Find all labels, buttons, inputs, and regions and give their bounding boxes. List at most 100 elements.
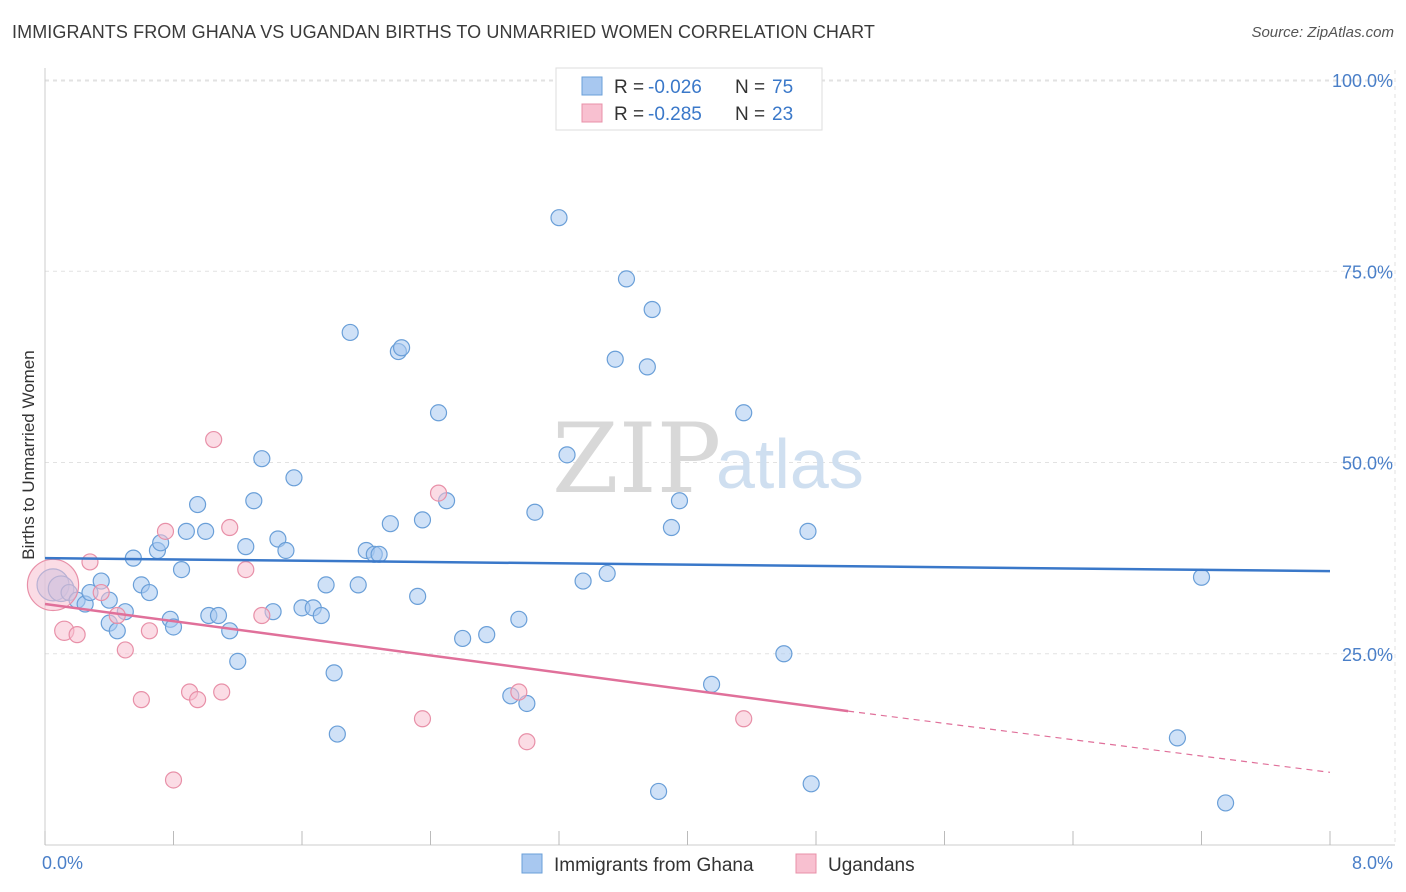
legend-n-value-ugandans: 23 — [772, 104, 793, 125]
point-ghana — [188, 495, 207, 514]
legend-swatch-ugandans — [581, 103, 603, 123]
point-ghana — [526, 503, 544, 521]
legend-n-value-ghana: 75 — [772, 77, 793, 98]
point-ugandans — [81, 553, 99, 571]
point-ugandans — [132, 691, 150, 709]
point-ugandans — [92, 583, 110, 602]
point-ugandans — [213, 683, 231, 701]
point-ghana — [381, 515, 399, 533]
point-ghana — [177, 522, 195, 540]
point-ghana — [670, 492, 689, 510]
point-ugandans — [735, 710, 753, 728]
point-ghana — [221, 622, 239, 640]
point-ugandans — [253, 606, 271, 625]
point-ghana — [409, 587, 427, 605]
axes — [44, 68, 1395, 846]
point-ugandans — [518, 733, 536, 751]
legend-r-label-ghana: R = — [614, 77, 644, 98]
bottom-legend-swatch-ugandans — [795, 853, 817, 874]
point-ghana — [108, 622, 126, 640]
y-axis-label: Births to Unmarried Women — [19, 350, 38, 559]
point-ghana — [237, 538, 255, 556]
legend-r-value-ghana: -0.026 — [648, 77, 702, 98]
chart-title: IMMIGRANTS FROM GHANA VS UGANDAN BIRTHS … — [12, 22, 876, 42]
point-ugandans — [205, 430, 223, 449]
x-tick-label: 0.0% — [42, 853, 83, 873]
point-ghana — [550, 209, 568, 227]
point-ugandans — [68, 626, 86, 644]
point-ghana — [197, 522, 215, 540]
point-ghana — [140, 583, 159, 602]
point-ghana — [172, 560, 191, 579]
point-ghana — [229, 652, 247, 671]
point-ugandans — [188, 691, 207, 709]
point-ghana — [799, 522, 817, 540]
series-legend: Immigrants from Ghana Ugandans — [521, 853, 915, 876]
bottom-legend-label-ghana: Immigrants from Ghana — [554, 855, 754, 876]
point-ghana — [558, 446, 576, 464]
point-ugandans — [429, 484, 448, 502]
legend-n-label-ghana: N = — [735, 77, 765, 98]
watermark: ZIP atlas — [552, 403, 864, 515]
legend-n-label-ugandans: N = — [735, 104, 765, 125]
point-ugandans — [221, 518, 239, 537]
point-ghana — [735, 404, 753, 422]
point-ugandans — [156, 522, 175, 540]
point-ghana — [312, 606, 330, 625]
trend-line-ghana — [44, 556, 1331, 573]
point-ghana — [413, 511, 432, 529]
y-tick-label: 100.0% — [1332, 71, 1393, 91]
point-ghana — [702, 675, 721, 693]
point-ghana — [164, 618, 183, 636]
point-ghana — [574, 572, 592, 590]
point-ugandans — [26, 558, 80, 612]
point-ugandans — [510, 683, 528, 701]
point-ghana — [649, 782, 668, 801]
point-ugandans — [140, 622, 159, 640]
point-ugandans — [237, 560, 255, 579]
x-tick-labels: 0.0% 8.0% — [42, 853, 1393, 873]
data-points — [26, 209, 1235, 812]
watermark-zip: ZIP — [552, 403, 721, 515]
point-ghana — [429, 404, 448, 422]
point-ugandans — [116, 641, 134, 659]
source-label: Source: ZipAtlas.com — [1251, 24, 1394, 41]
point-ghana — [775, 645, 793, 663]
point-ghana — [285, 469, 303, 487]
point-ghana — [617, 270, 636, 288]
point-ghana — [598, 564, 616, 583]
trend-line-ugandans-extension — [848, 710, 1331, 773]
point-ghana — [349, 576, 367, 594]
point-ghana — [253, 450, 271, 468]
point-ugandans — [413, 710, 432, 728]
point-ghana — [328, 725, 346, 743]
point-ghana — [317, 576, 335, 594]
point-ghana — [392, 339, 411, 357]
point-ghana — [802, 775, 820, 793]
y-tick-label: 25.0% — [1342, 645, 1393, 665]
point-ghana — [510, 610, 528, 628]
point-ghana — [606, 350, 624, 368]
point-ghana — [478, 626, 496, 644]
bottom-legend-swatch-ghana — [521, 853, 543, 874]
trend-lines — [44, 556, 1331, 773]
bottom-legend-label-ugandans: Ugandans — [828, 855, 915, 876]
trend-line-ugandans — [44, 602, 849, 713]
point-ghana — [245, 492, 263, 510]
legend-swatch-ghana — [581, 76, 603, 96]
point-ghana — [638, 358, 656, 376]
point-ghana — [454, 629, 472, 648]
point-ghana — [370, 545, 388, 563]
point-ghana — [325, 664, 343, 682]
y-tick-label: 50.0% — [1342, 454, 1393, 474]
point-ghana — [662, 518, 681, 537]
point-ghana — [1168, 729, 1187, 747]
x-tick-label: 8.0% — [1352, 853, 1393, 873]
point-ghana — [643, 300, 661, 319]
point-ghana — [277, 541, 295, 560]
point-ugandans — [164, 771, 183, 789]
legend-r-value-ugandans: -0.285 — [648, 104, 702, 125]
point-ghana — [209, 606, 228, 625]
point-ghana — [341, 323, 359, 342]
